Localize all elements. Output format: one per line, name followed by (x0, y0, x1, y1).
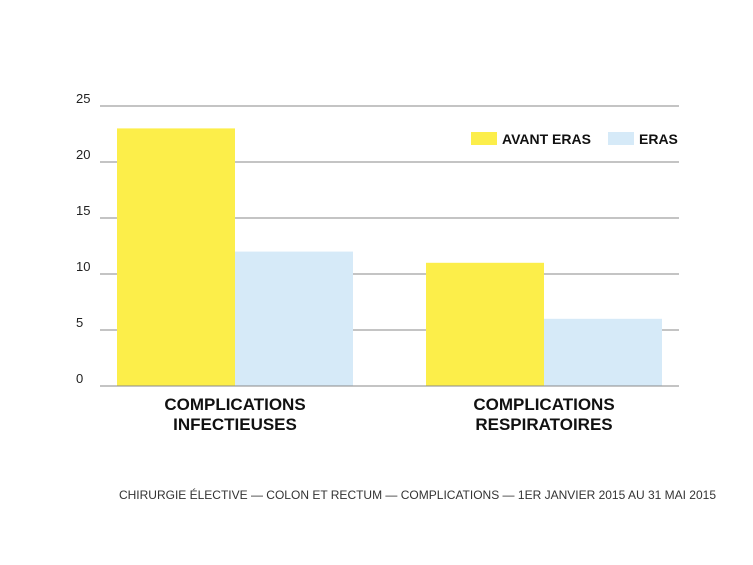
x-category-label: COMPLICATIONS INFECTIEUSES (164, 395, 305, 434)
bar (117, 128, 235, 386)
y-tick-label: 15 (76, 203, 90, 218)
bar (544, 318, 662, 386)
y-tick-label: 20 (76, 147, 90, 162)
legend-swatch (608, 132, 634, 145)
legend-swatch (471, 132, 497, 145)
legend: AVANT ERAS ERAS (471, 131, 678, 147)
x-category-label-line: COMPLICATIONS (164, 395, 305, 414)
x-category-label-line: COMPLICATIONS (473, 395, 614, 414)
bar (426, 262, 544, 386)
y-axis: 0 5 10 15 20 25 (76, 91, 679, 387)
bar (235, 251, 353, 386)
x-category-label: COMPLICATIONS RESPIRATOIRES (473, 395, 614, 434)
legend-label: ERAS (639, 131, 678, 147)
y-tick-label: 5 (76, 315, 83, 330)
x-category-label-line: RESPIRATOIRES (475, 415, 612, 434)
legend-label: AVANT ERAS (502, 131, 591, 147)
y-tick-label: 10 (76, 259, 90, 274)
chart-caption: CHIRURGIE ÉLECTIVE — COLON ET RECTUM — C… (118, 488, 716, 502)
y-tick-label: 25 (76, 91, 90, 106)
bars (117, 128, 662, 386)
y-tick-label: 0 (76, 371, 83, 386)
x-category-label-line: INFECTIEUSES (173, 415, 297, 434)
